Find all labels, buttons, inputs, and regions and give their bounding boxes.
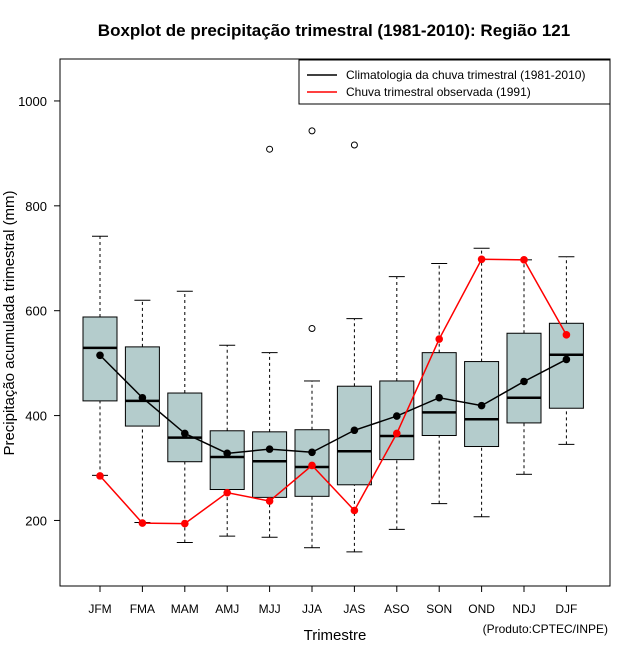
climatology-line <box>99 354 567 455</box>
observed-point <box>562 331 571 339</box>
climatology-point <box>96 351 104 360</box>
credit-text: (Produto:CPTEC/INPE) <box>483 622 608 636</box>
legend-frame <box>298 59 611 105</box>
y-tick-label: 1000 <box>18 94 47 109</box>
box-iqr <box>252 431 288 498</box>
legend: Climatologia da chuva trimestral (1981-2… <box>298 59 611 105</box>
climatology-point <box>435 393 444 402</box>
y-axis-label: Precipitação acumulada trimestral (mm) <box>1 190 18 455</box>
legend-observed-label: Chuva trimestral observada (1991) <box>346 85 531 99</box>
observed-point <box>477 255 486 264</box>
observed-point <box>435 335 444 343</box>
observed-point <box>308 461 316 470</box>
box-jja <box>294 127 330 549</box>
x-tick-label: FMA <box>130 602 155 616</box>
observed-point <box>138 519 147 527</box>
outlier-point <box>266 145 274 153</box>
box-son <box>421 263 457 505</box>
y-tick-label: 200 <box>25 513 47 528</box>
outlier-point <box>308 325 316 333</box>
observed-point <box>393 429 401 438</box>
plot-frame <box>59 58 611 587</box>
observed-point <box>181 519 189 528</box>
x-tick-label: DJF <box>555 602 577 616</box>
series-lines <box>96 255 571 528</box>
box-iqr <box>209 430 245 491</box>
y-tick-label: 800 <box>25 199 47 214</box>
x-tick-label: SON <box>426 602 452 616</box>
climatology-point <box>520 377 528 386</box>
y-axis: 200 400 600 800 1000 <box>18 94 60 528</box>
climatology-point <box>138 393 147 402</box>
x-tick-label: MAM <box>171 602 199 616</box>
climatology-point <box>265 445 274 453</box>
climatology-point <box>308 448 316 457</box>
box-iqr <box>167 392 203 463</box>
box-djf <box>548 256 584 445</box>
box-amj <box>209 344 245 537</box>
x-axis: JFM FMA MAM AMJ MJJ JJA JAS ASO SON OND NDJ DJF <box>88 586 577 616</box>
x-tick-label: OND <box>468 602 495 616</box>
x-tick-label: ASO <box>384 602 409 616</box>
box-mjj <box>252 145 288 538</box>
climatology-point <box>562 355 571 364</box>
climatology-point <box>393 412 401 420</box>
x-tick-label: NDJ <box>512 602 535 616</box>
y-tick-label: 400 <box>25 409 47 424</box>
climatology-point <box>477 401 486 410</box>
y-tick-label: 600 <box>25 304 47 319</box>
x-tick-label: JFM <box>88 602 111 616</box>
box-iqr <box>336 385 372 486</box>
observed-point <box>96 472 104 480</box>
legend-climatology-label: Climatologia da chuva trimestral (1981-2… <box>346 68 585 82</box>
observed-point <box>350 506 359 515</box>
box-jas <box>336 141 372 553</box>
box-ond <box>464 247 500 518</box>
x-axis-label: Trimestre <box>304 627 367 644</box>
observed-point <box>265 497 274 505</box>
box-aso <box>379 276 415 530</box>
climatology-point <box>350 426 359 435</box>
climatology-point <box>181 429 189 438</box>
climatology-point <box>223 449 231 458</box>
x-tick-label: MJJ <box>259 602 281 616</box>
outlier-point <box>308 127 316 135</box>
observed-point <box>520 256 528 264</box>
x-tick-label: AMJ <box>215 602 239 616</box>
x-tick-label: JJA <box>302 602 322 616</box>
box-ndj <box>506 259 542 475</box>
outlier-point <box>350 141 358 149</box>
box-fma <box>124 299 160 524</box>
x-tick-label: JAS <box>343 602 365 616</box>
box-mam <box>167 290 203 543</box>
chart-title: Boxplot de precipitação trimestral (1981… <box>98 21 570 40</box>
observed-point <box>223 488 231 497</box>
boxes-group <box>82 127 584 553</box>
observed-line <box>99 258 568 525</box>
